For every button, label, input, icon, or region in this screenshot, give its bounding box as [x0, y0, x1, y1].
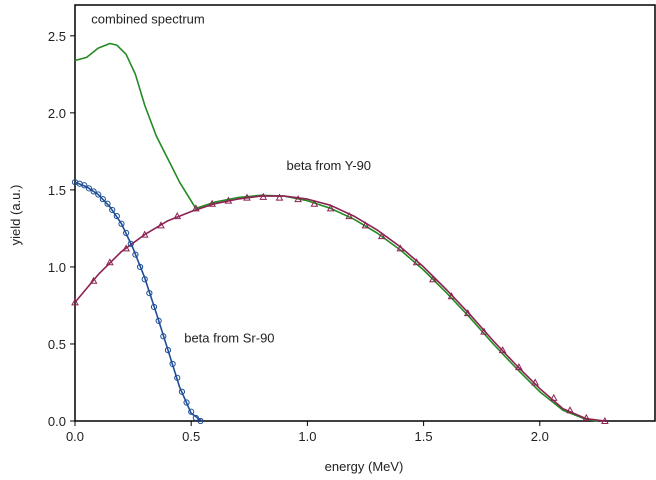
y-axis-title: yield (a.u.)	[8, 185, 23, 246]
data-point-y90-points	[549, 393, 558, 401]
data-point-y90-points	[361, 221, 370, 229]
data-point-y90-points	[463, 309, 472, 317]
y-tick-label: 0.5	[48, 337, 66, 352]
data-point-sr90-points	[155, 317, 162, 324]
data-point-sr90-points	[146, 290, 153, 297]
data-point-sr90-points	[150, 303, 158, 311]
data-point-y90-points	[140, 230, 149, 238]
data-point-y90-points	[106, 258, 114, 266]
data-point-sr90-points	[174, 374, 181, 381]
x-tick-label: 1.5	[415, 429, 433, 444]
data-point-sr90-points	[164, 347, 172, 354]
data-point-sr90-points	[90, 188, 97, 195]
x-tick-label: 0.5	[182, 429, 200, 444]
data-point-y90-points	[71, 298, 79, 306]
data-point-y90-points	[601, 416, 609, 424]
plot-frame	[74, 4, 656, 422]
data-point-sr90-points	[136, 263, 144, 271]
data-point-y90-points	[294, 195, 302, 203]
y-tick-label: 1.5	[48, 183, 66, 198]
data-point-sr90-points	[127, 240, 134, 247]
data-point-sr90-points	[95, 191, 102, 198]
data-point-y90-points	[582, 413, 591, 421]
data-point-y90-points	[345, 212, 354, 220]
data-point-y90-points	[310, 199, 319, 207]
data-point-y90-points	[498, 346, 507, 354]
data-point-sr90-points	[85, 185, 93, 192]
x-axis-title: energy (MeV)	[325, 459, 404, 474]
x-tick-label: 0.0	[66, 429, 84, 444]
data-point-y90-points	[208, 199, 216, 207]
x-tick-label: 1.0	[298, 429, 316, 444]
y-tick-label: 2.5	[48, 29, 66, 44]
data-point-sr90-points	[118, 220, 125, 227]
data-point-sr90-points	[197, 417, 204, 425]
data-point-sr90-points	[104, 200, 111, 207]
y-tick-label: 1.0	[48, 260, 66, 275]
chart-annotation: combined spectrum	[91, 11, 204, 26]
data-point-sr90-points	[132, 251, 139, 258]
data-point-y90-points	[326, 204, 335, 212]
chart-annotation: beta from Sr-90	[184, 330, 274, 345]
data-point-sr90-points	[183, 399, 190, 406]
data-point-y90-points	[224, 196, 233, 204]
data-point-y90-points	[429, 275, 437, 283]
data-point-y90-points	[243, 193, 251, 201]
data-point-sr90-points	[99, 196, 106, 203]
annotation-layer: combined spectrum beta from Y-90 beta from…	[91, 11, 371, 345]
data-point-sr90-points	[178, 388, 186, 395]
tick-layer: 0.0 0.5 1.0 1.5 2.0 0.0 0.5 1.0 1.5 2.0 2.5	[48, 29, 549, 444]
y-tick-label: 0.0	[48, 414, 66, 429]
data-point-sr90-points	[160, 333, 167, 340]
data-point-y90-points	[122, 244, 130, 252]
data-point-y90-points	[89, 276, 98, 284]
data-point-sr90-points	[141, 276, 148, 283]
data-point-sr90-points	[113, 212, 120, 220]
data-point-sr90-points	[123, 229, 130, 237]
data-point-y90-points	[531, 378, 539, 386]
data-point-y90-points	[173, 212, 182, 220]
data-point-sr90-points	[188, 408, 195, 415]
plot-area	[74, 4, 656, 422]
data-point-sr90-points	[81, 182, 88, 189]
data-point-y90-points	[157, 221, 165, 229]
chart-annotation: beta from Y-90	[286, 158, 371, 173]
data-point-sr90-points	[169, 360, 176, 368]
data-point-y90-points	[259, 192, 268, 200]
data-point-y90-points	[412, 258, 421, 266]
series-line-sr90-line	[74, 181, 203, 422]
data-point-y90-points	[566, 406, 574, 414]
data-point-y90-points	[192, 204, 200, 212]
data-point-y90-points	[377, 232, 386, 240]
series-layer	[71, 42, 609, 425]
data-point-y90-points	[480, 327, 488, 335]
y-tick-label: 2.0	[48, 106, 66, 121]
x-tick-label: 2.0	[531, 429, 549, 444]
data-point-y90-points	[447, 292, 456, 300]
data-point-sr90-points	[192, 414, 199, 422]
data-point-y90-points	[275, 193, 284, 201]
data-point-y90-points	[396, 244, 405, 252]
data-point-sr90-points	[109, 206, 116, 214]
data-point-y90-points	[515, 363, 523, 371]
